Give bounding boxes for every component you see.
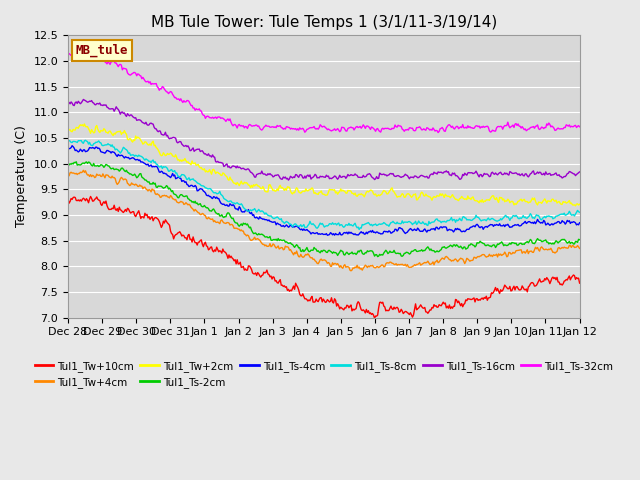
Tul1_Ts-8cm	[64, 138, 72, 144]
Tul1_Ts-16cm	[312, 172, 320, 178]
Tul1_Tw+4cm	[64, 171, 72, 177]
Tul1_Tw+10cm	[311, 299, 319, 305]
Tul1_Ts-16cm	[486, 174, 493, 180]
Tul1_Ts-16cm	[285, 177, 292, 183]
Tul1_Tw+4cm	[79, 168, 87, 173]
Text: MB_tule: MB_tule	[76, 44, 128, 57]
Line: Tul1_Tw+2cm: Tul1_Tw+2cm	[68, 124, 580, 206]
Tul1_Ts-32cm	[341, 126, 349, 132]
Tul1_Ts-16cm	[371, 177, 378, 182]
Tul1_Tw+4cm	[347, 268, 355, 274]
Tul1_Ts-16cm	[576, 169, 584, 175]
Legend: Tul1_Tw+10cm, Tul1_Tw+4cm, Tul1_Tw+2cm, Tul1_Ts-2cm, Tul1_Ts-4cm, Tul1_Ts-8cm, T: Tul1_Tw+10cm, Tul1_Tw+4cm, Tul1_Tw+2cm, …	[30, 357, 617, 392]
Tul1_Ts-2cm	[311, 246, 319, 252]
Tul1_Tw+10cm	[64, 197, 72, 203]
Tul1_Ts-4cm	[308, 230, 316, 236]
Tul1_Ts-16cm	[343, 174, 351, 180]
Tul1_Ts-8cm	[82, 137, 90, 143]
Tul1_Ts-2cm	[342, 251, 349, 256]
Tul1_Ts-4cm	[576, 220, 584, 226]
Tul1_Ts-8cm	[486, 217, 493, 223]
Tul1_Ts-32cm	[576, 124, 584, 130]
Line: Tul1_Ts-4cm: Tul1_Ts-4cm	[68, 145, 580, 235]
Tul1_Ts-2cm	[576, 237, 584, 242]
Tul1_Ts-32cm	[484, 124, 492, 130]
Tul1_Ts-2cm	[374, 254, 381, 260]
Tul1_Tw+4cm	[308, 255, 316, 261]
Tul1_Ts-32cm	[307, 125, 315, 131]
Tul1_Ts-2cm	[566, 239, 573, 244]
Tul1_Ts-8cm	[576, 209, 584, 215]
Tul1_Ts-2cm	[64, 161, 72, 167]
Tul1_Ts-4cm	[343, 229, 351, 235]
Tul1_Tw+4cm	[342, 264, 349, 270]
Tul1_Tw+2cm	[576, 201, 584, 207]
Tul1_Tw+10cm	[308, 293, 316, 299]
Tul1_Ts-4cm	[311, 231, 319, 237]
Tul1_Tw+10cm	[371, 315, 378, 321]
Title: MB Tule Tower: Tule Temps 1 (3/1/11-3/19/14): MB Tule Tower: Tule Temps 1 (3/1/11-3/19…	[150, 15, 497, 30]
Line: Tul1_Tw+10cm: Tul1_Tw+10cm	[68, 196, 580, 318]
Tul1_Tw+2cm	[572, 203, 579, 209]
Tul1_Tw+2cm	[342, 190, 349, 196]
Tul1_Tw+10cm	[566, 273, 573, 279]
Tul1_Ts-32cm	[564, 123, 572, 129]
Tul1_Tw+2cm	[64, 125, 72, 131]
Tul1_Tw+4cm	[566, 242, 573, 248]
Tul1_Ts-32cm	[64, 50, 72, 56]
Tul1_Tw+2cm	[564, 199, 572, 204]
Tul1_Ts-32cm	[369, 125, 376, 131]
Tul1_Tw+2cm	[81, 121, 88, 127]
Tul1_Tw+10cm	[370, 312, 378, 318]
Tul1_Ts-8cm	[342, 222, 349, 228]
Tul1_Tw+10cm	[486, 295, 493, 300]
Tul1_Ts-8cm	[355, 227, 363, 232]
Tul1_Tw+10cm	[576, 280, 584, 286]
Tul1_Tw+4cm	[576, 246, 584, 252]
Tul1_Ts-2cm	[72, 159, 80, 165]
Tul1_Tw+2cm	[370, 191, 378, 197]
Tul1_Ts-4cm	[486, 223, 493, 228]
Tul1_Ts-2cm	[486, 243, 493, 249]
Tul1_Tw+4cm	[371, 265, 378, 271]
Tul1_Ts-4cm	[566, 218, 573, 224]
Tul1_Ts-32cm	[435, 130, 442, 135]
Line: Tul1_Ts-8cm: Tul1_Ts-8cm	[68, 140, 580, 229]
Tul1_Ts-8cm	[308, 222, 316, 228]
Tul1_Ts-8cm	[371, 222, 378, 228]
Tul1_Tw+10cm	[342, 305, 349, 311]
Tul1_Ts-32cm	[310, 124, 318, 130]
Tul1_Ts-8cm	[311, 223, 319, 229]
Tul1_Ts-2cm	[370, 251, 378, 256]
Tul1_Ts-16cm	[79, 96, 87, 102]
Tul1_Tw+10cm	[87, 193, 95, 199]
Tul1_Ts-8cm	[566, 208, 573, 214]
Tul1_Ts-16cm	[64, 99, 72, 105]
Tul1_Ts-4cm	[64, 145, 72, 151]
Tul1_Ts-16cm	[566, 168, 573, 174]
Tul1_Ts-4cm	[324, 232, 332, 238]
Tul1_Tw+2cm	[308, 185, 316, 191]
Tul1_Tw+4cm	[311, 258, 319, 264]
Tul1_Ts-4cm	[371, 229, 378, 235]
Tul1_Ts-16cm	[309, 174, 317, 180]
Tul1_Ts-2cm	[308, 247, 316, 253]
Line: Tul1_Ts-16cm: Tul1_Ts-16cm	[68, 99, 580, 180]
Line: Tul1_Ts-32cm: Tul1_Ts-32cm	[68, 53, 580, 132]
Line: Tul1_Tw+4cm: Tul1_Tw+4cm	[68, 170, 580, 271]
Tul1_Ts-4cm	[68, 143, 76, 148]
Y-axis label: Temperature (C): Temperature (C)	[15, 126, 28, 228]
Tul1_Tw+4cm	[486, 252, 493, 257]
Tul1_Tw+2cm	[484, 197, 492, 203]
Tul1_Tw+2cm	[311, 190, 319, 195]
Line: Tul1_Ts-2cm: Tul1_Ts-2cm	[68, 162, 580, 257]
